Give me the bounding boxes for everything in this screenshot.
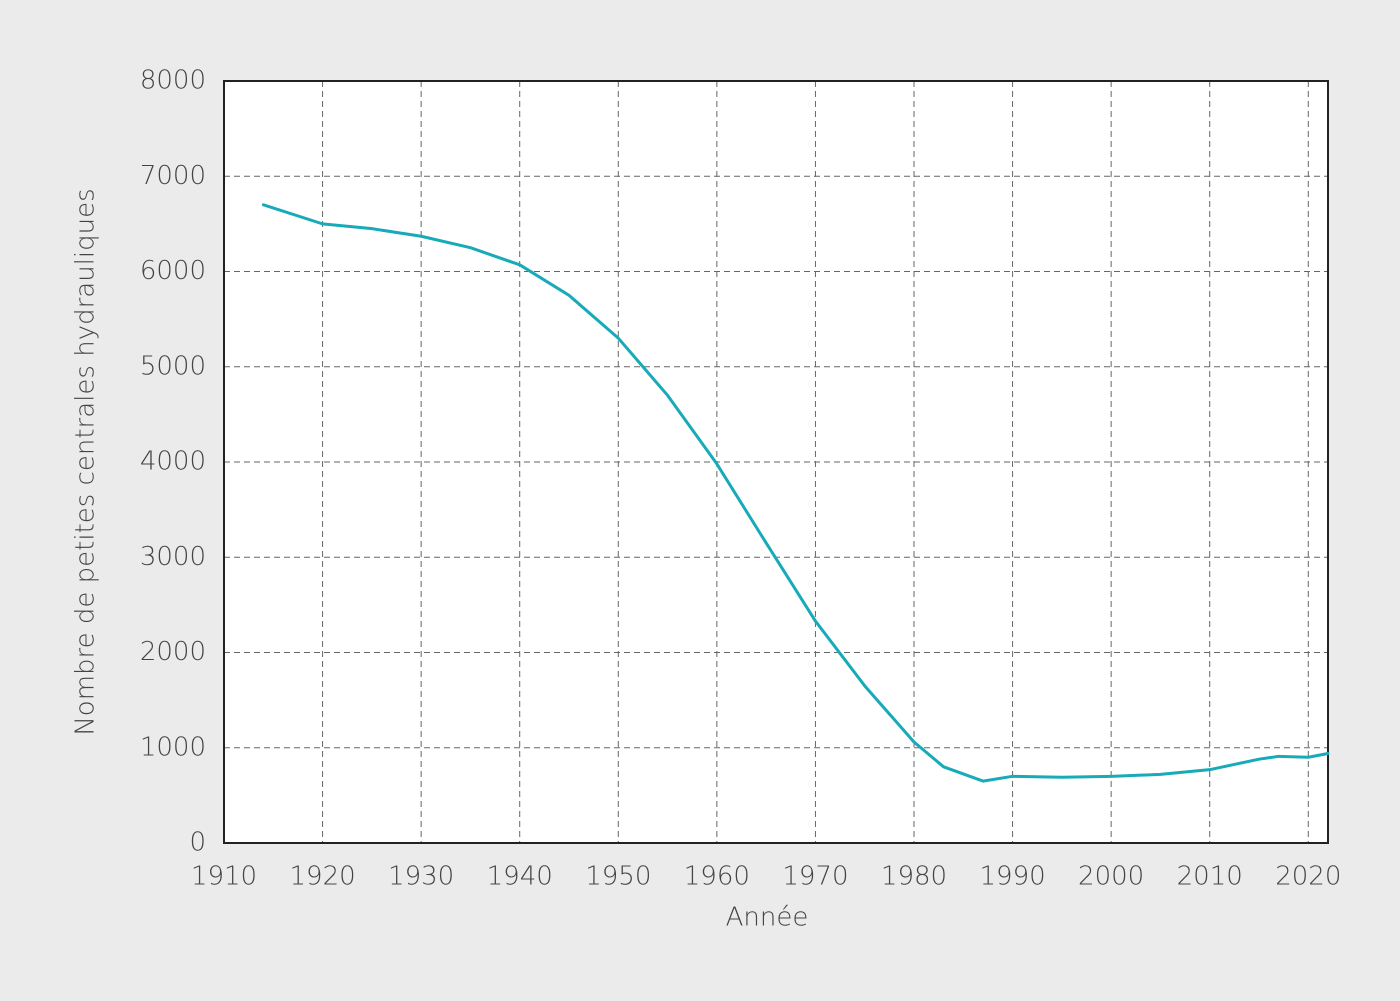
- y-tick-label: 0: [189, 828, 206, 858]
- y-tick-label: 6000: [140, 256, 206, 286]
- x-tick-label: 1910: [191, 862, 257, 892]
- y-axis-label: Nombre de petites centrales hydrauliques: [71, 188, 101, 735]
- x-tick-label: 2020: [1275, 862, 1341, 892]
- x-tick-label: 1930: [388, 862, 454, 892]
- x-tick-label: 2010: [1177, 862, 1243, 892]
- y-tick-label: 7000: [140, 161, 206, 191]
- x-tick-label: 1990: [979, 862, 1045, 892]
- y-tick-label: 3000: [140, 542, 206, 572]
- x-tick-label: 1950: [585, 862, 651, 892]
- x-tick-label: 1940: [487, 862, 553, 892]
- x-tick-label: 1980: [881, 862, 947, 892]
- y-tick-label: 5000: [140, 351, 206, 381]
- data-line: [261, 203, 1330, 783]
- x-tick-label: 1920: [289, 862, 355, 892]
- x-tick-label: 2000: [1078, 862, 1144, 892]
- x-tick-label: 1960: [684, 862, 750, 892]
- y-tick-label: 2000: [140, 637, 206, 667]
- y-tick-label: 8000: [140, 66, 206, 96]
- x-axis-label: Année: [726, 903, 809, 933]
- y-tick-label: 1000: [140, 732, 206, 762]
- y-tick-label: 4000: [140, 447, 206, 477]
- x-tick-label: 1970: [782, 862, 848, 892]
- plot-frame: [223, 80, 1329, 844]
